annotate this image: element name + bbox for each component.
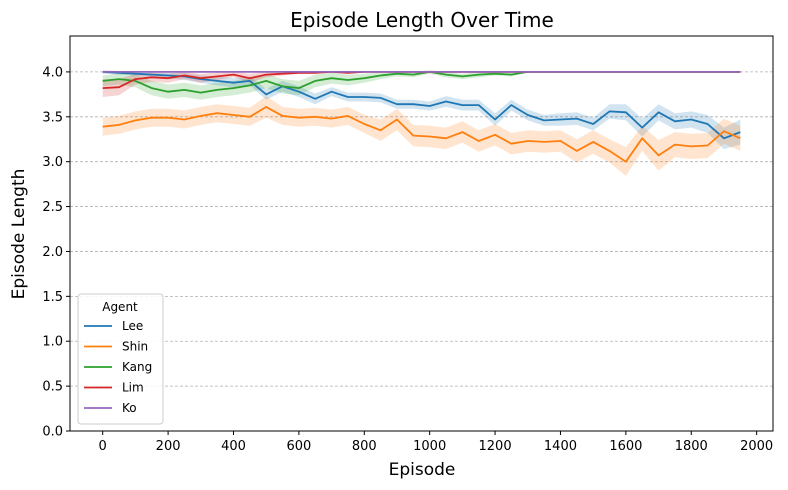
x-axis-title: Episode <box>389 460 456 480</box>
legend-label-kang: Kang <box>122 360 152 374</box>
y-tick-label: 1.5 <box>42 290 63 305</box>
x-tick-label: 1400 <box>544 439 577 454</box>
plot-frame <box>69 35 774 432</box>
y-axis-ticks: 0.0 0.5 1.0 1.5 2.0 2.5 3.0 3.5 4.0 <box>42 65 70 440</box>
series-line-lee <box>102 71 741 140</box>
x-tick-label: 800 <box>352 439 377 454</box>
legend: Agent Lee Shin Kang Lim Ko <box>77 293 164 425</box>
x-tick-label: 0 <box>99 439 107 454</box>
band-kang <box>102 70 741 100</box>
y-tick-label: 0.5 <box>42 380 63 395</box>
band-lim <box>102 71 741 97</box>
y-tick-label: 1.0 <box>42 335 63 350</box>
band-lee <box>102 70 741 150</box>
legend-label-lee: Lee <box>122 319 143 333</box>
x-tick-label: 1000 <box>413 439 446 454</box>
x-tick-label: 600 <box>286 439 311 454</box>
y-tick-label: 3.0 <box>42 155 63 170</box>
x-tick-label: 200 <box>156 439 181 454</box>
x-tick-label: 1600 <box>609 439 642 454</box>
x-axis-ticks: 0 200 400 600 800 1000 1200 1400 1600 1800 2000 <box>99 431 773 454</box>
y-tick-label: 0.0 <box>42 425 63 440</box>
y-tick-label: 4.0 <box>42 65 63 80</box>
chart-title: Episode Length Over Time <box>290 8 554 32</box>
legend-items: Lee Shin Kang Lim Ko <box>84 319 152 415</box>
legend-title: Agent <box>102 300 138 314</box>
series-lines <box>102 71 741 163</box>
legend-label-ko: Ko <box>122 401 137 415</box>
x-tick-label: 1200 <box>479 439 512 454</box>
y-tick-label: 2.5 <box>42 200 63 215</box>
y-tick-label: 3.5 <box>42 110 63 125</box>
legend-label-lim: Lim <box>122 381 144 395</box>
series-line-shin <box>102 106 741 163</box>
legend-label-shin: Shin <box>122 340 148 354</box>
x-tick-label: 2000 <box>740 439 773 454</box>
x-tick-label: 1800 <box>675 439 708 454</box>
y-tick-label: 2.0 <box>42 245 63 260</box>
y-axis-title: Episode Length <box>9 169 29 300</box>
x-tick-label: 400 <box>221 439 246 454</box>
